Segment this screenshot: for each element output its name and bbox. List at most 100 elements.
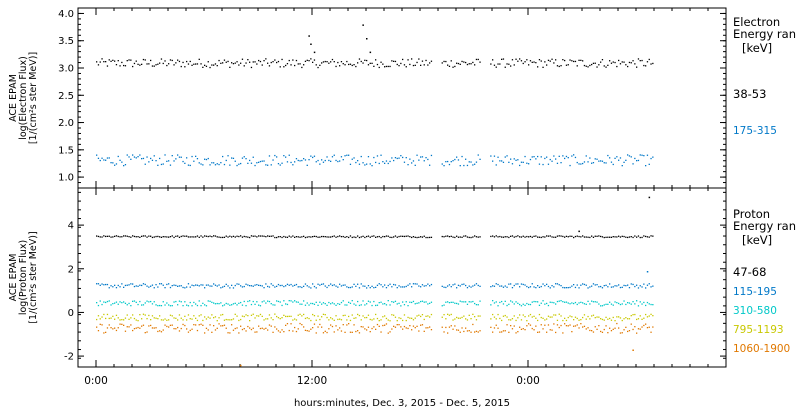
data-point: [457, 159, 460, 161]
data-point: [150, 59, 152, 62]
data-point: [549, 287, 551, 289]
data-point: [313, 59, 316, 61]
data-point: [268, 235, 271, 237]
data-point: [578, 302, 580, 304]
data-point: [429, 302, 431, 304]
data-point: [457, 329, 460, 331]
data-point: [126, 154, 128, 156]
data-point: [207, 300, 209, 302]
data-point: [110, 60, 112, 62]
data-point: [452, 301, 454, 303]
data-point: [375, 304, 377, 307]
data-point: [205, 158, 208, 161]
data-point: [279, 301, 281, 303]
data-point: [168, 160, 170, 162]
data-point: [607, 236, 609, 238]
data-point: [459, 236, 461, 238]
data-point: [187, 63, 190, 65]
data-point: [292, 285, 294, 287]
data-point: [533, 286, 535, 288]
data-point: [189, 301, 191, 304]
data-point: [277, 300, 280, 303]
data-point: [533, 61, 535, 63]
data-point: [380, 331, 382, 333]
data-point: [510, 325, 512, 327]
data-point: [493, 302, 496, 304]
data-point: [232, 287, 235, 289]
data-point: [366, 59, 368, 62]
data-point: [249, 61, 251, 63]
data-point: [328, 328, 330, 330]
data-point: [616, 322, 618, 325]
data-point: [105, 235, 107, 238]
data-point: [119, 159, 121, 161]
data-point: [180, 65, 182, 68]
data-point: [315, 161, 317, 163]
data-point: [218, 317, 220, 319]
data-point: [567, 236, 569, 238]
data-point: [357, 330, 359, 332]
data-point: [502, 286, 505, 288]
data-point: [166, 302, 168, 304]
data-point: [148, 235, 150, 237]
legend-entry-175-315: 175-315: [733, 125, 777, 137]
data-point: [537, 301, 539, 303]
data-point: [297, 63, 299, 65]
data-point: [133, 328, 136, 330]
data-point: [148, 161, 150, 163]
data-point: [330, 317, 332, 319]
data-point: [268, 324, 271, 326]
data-point: [259, 60, 262, 63]
data-point: [367, 156, 370, 158]
data-point: [612, 328, 614, 330]
data-point: [331, 325, 334, 328]
data-point: [168, 304, 170, 306]
data-point: [474, 316, 476, 318]
data-point: [304, 159, 307, 161]
data-point: [558, 284, 560, 286]
data-point: [164, 304, 166, 306]
data-point: [528, 315, 530, 317]
data-point: [477, 331, 479, 333]
data-point: [96, 154, 98, 156]
data-point: [162, 62, 164, 65]
data-point: [124, 65, 127, 67]
data-point: [207, 284, 209, 286]
data-point: [301, 66, 303, 69]
data-point: [196, 329, 199, 332]
data-point: [121, 236, 123, 238]
data-point: [448, 302, 451, 304]
legend-title: Electron: [733, 15, 780, 29]
data-point: [299, 160, 301, 162]
data-point: [281, 162, 283, 164]
data-point: [285, 324, 287, 326]
data-point: [445, 301, 447, 303]
data-point: [340, 301, 343, 304]
data-point: [369, 236, 371, 238]
data-point: [294, 318, 296, 320]
data-point: [322, 313, 325, 315]
data-point: [225, 61, 227, 63]
data-point: [448, 326, 451, 328]
data-point: [610, 161, 613, 163]
data-point: [103, 159, 105, 161]
data-point: [373, 326, 375, 328]
data-point: [623, 329, 625, 331]
data-point: [202, 284, 204, 286]
data-point: [169, 314, 172, 316]
data-point: [292, 235, 294, 237]
data-point: [258, 59, 260, 62]
data-point: [270, 317, 272, 319]
data-point: [322, 332, 325, 334]
data-point: [565, 319, 568, 322]
data-point: [272, 61, 274, 63]
data-point: [414, 283, 416, 285]
data-point: [524, 316, 526, 318]
data-point: [339, 235, 341, 237]
data-point: [636, 236, 638, 238]
data-point: [259, 305, 262, 307]
data-point: [178, 60, 181, 63]
data-point: [166, 325, 168, 328]
data-point: [313, 155, 316, 157]
data-point: [618, 159, 620, 161]
